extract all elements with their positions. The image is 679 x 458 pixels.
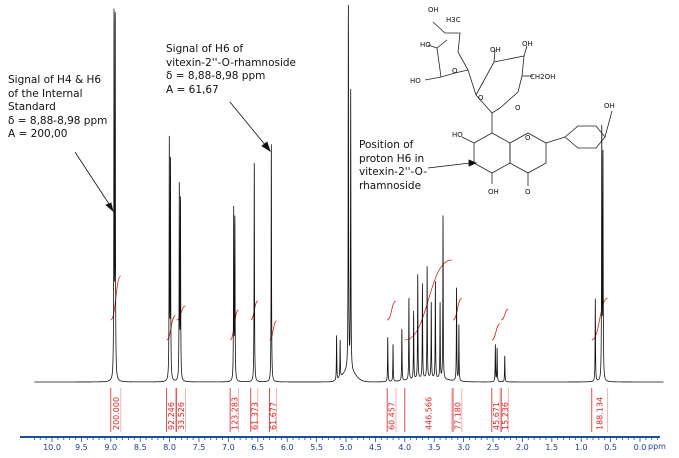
x-tick-label: 9.5 — [75, 443, 88, 452]
x-axis-label: ppm — [648, 442, 666, 451]
spectrum-line — [34, 4, 664, 383]
annotation-vitexin-h6-signal: Signal of H6 of vitexin-2''-O-rhamnoside… — [166, 43, 297, 96]
svg-text:HO: HO — [410, 77, 421, 85]
x-tick-label: 8.5 — [134, 443, 147, 452]
integral-curve — [501, 308, 509, 321]
integral-value: 61.677 — [269, 402, 278, 430]
integral-value: 15.236 — [501, 402, 510, 430]
x-tick-label: 1.5 — [545, 443, 558, 452]
annotation-internal-standard: Signal of H4 & H6 of the Internal Standa… — [8, 74, 108, 140]
integral-region: 200.000 92.246 33.526 123.283 61.373 61.677 60… — [110, 388, 609, 432]
arrow-vitexin-h6 — [229, 101, 267, 147]
integral-value: 77.180 — [453, 402, 462, 430]
arrowhead-icon — [261, 141, 271, 152]
svg-text:O: O — [525, 134, 531, 142]
x-tick-label: 5.0 — [340, 443, 353, 452]
svg-text:OH: OH — [488, 188, 499, 196]
svg-text:O: O — [452, 67, 458, 75]
x-tick-label: 5.5 — [310, 443, 323, 452]
integral-value: 60.457 — [388, 402, 397, 430]
svg-text:OH: OH — [428, 6, 439, 14]
integral-value: 200.000 — [112, 397, 121, 430]
svg-text:HO: HO — [452, 131, 463, 139]
annotation-arrows — [74, 101, 478, 213]
svg-text:CH2OH: CH2OH — [530, 73, 555, 81]
chemical-structure — [424, 21, 613, 186]
integral-curve — [591, 297, 608, 341]
x-tick-label: 6.5 — [251, 443, 264, 452]
integral-value: 92.246 — [167, 402, 176, 430]
svg-text:HO: HO — [420, 41, 431, 49]
integral-value: 33.526 — [177, 402, 186, 430]
x-tick-label: 3.0 — [457, 443, 470, 452]
svg-text:O: O — [525, 188, 531, 196]
x-tick-label: 6.0 — [281, 443, 294, 452]
x-tick-label: 0.0 — [634, 443, 647, 452]
integral-curve — [491, 323, 501, 341]
x-axis: 10.0 9.5 9.0 8.5 8.0 7.5 7.0 6.5 6.0 5.5 5.0 4.5 4.0… — [20, 436, 660, 452]
svg-text:O: O — [478, 94, 484, 102]
structure-labels: OH H3C HO HO O O OH OH CH2OH O OH HO O O… — [410, 6, 615, 196]
integral-value: 188.134 — [596, 397, 605, 430]
x-tick-label: 4.5 — [369, 443, 382, 452]
arrow-position-h6 — [427, 162, 471, 169]
svg-text:OH: OH — [490, 46, 501, 54]
svg-text:OH: OH — [522, 40, 533, 48]
integral-value: 61.373 — [250, 402, 259, 430]
svg-text:O: O — [515, 104, 521, 112]
x-tick-label: 4.0 — [398, 443, 411, 452]
arrowhead-icon — [468, 159, 478, 167]
arrow-internal-standard — [74, 151, 112, 208]
svg-text:OH: OH — [604, 102, 615, 110]
integral-value: 45.671 — [492, 402, 501, 430]
x-tick-label: 7.5 — [193, 443, 206, 452]
x-tick-label: 10.0 — [43, 443, 61, 452]
x-tick-label: 9.0 — [104, 443, 117, 452]
integral-curve — [404, 259, 452, 341]
arrowhead-icon — [105, 202, 114, 213]
x-tick-label: 1.0 — [575, 443, 588, 452]
integral-curves — [110, 259, 608, 341]
x-tick-label: 0.5 — [604, 443, 617, 452]
integral-curve — [452, 297, 463, 321]
annotation-h6-position: Position of proton H6 in vitexin-2''-O- … — [359, 139, 427, 192]
integral-value: 446.566 — [424, 397, 433, 430]
x-tick-label: 8.0 — [163, 443, 176, 452]
x-tick-label: 3.5 — [428, 443, 441, 452]
x-tick-label: 2.5 — [487, 443, 500, 452]
x-tick-label: 2.0 — [516, 443, 529, 452]
svg-text:H3C: H3C — [446, 16, 461, 24]
integral-value: 123.283 — [230, 397, 239, 430]
x-tick-label: 7.0 — [222, 443, 235, 452]
integral-curve — [386, 300, 397, 321]
integral-curve — [269, 320, 277, 341]
